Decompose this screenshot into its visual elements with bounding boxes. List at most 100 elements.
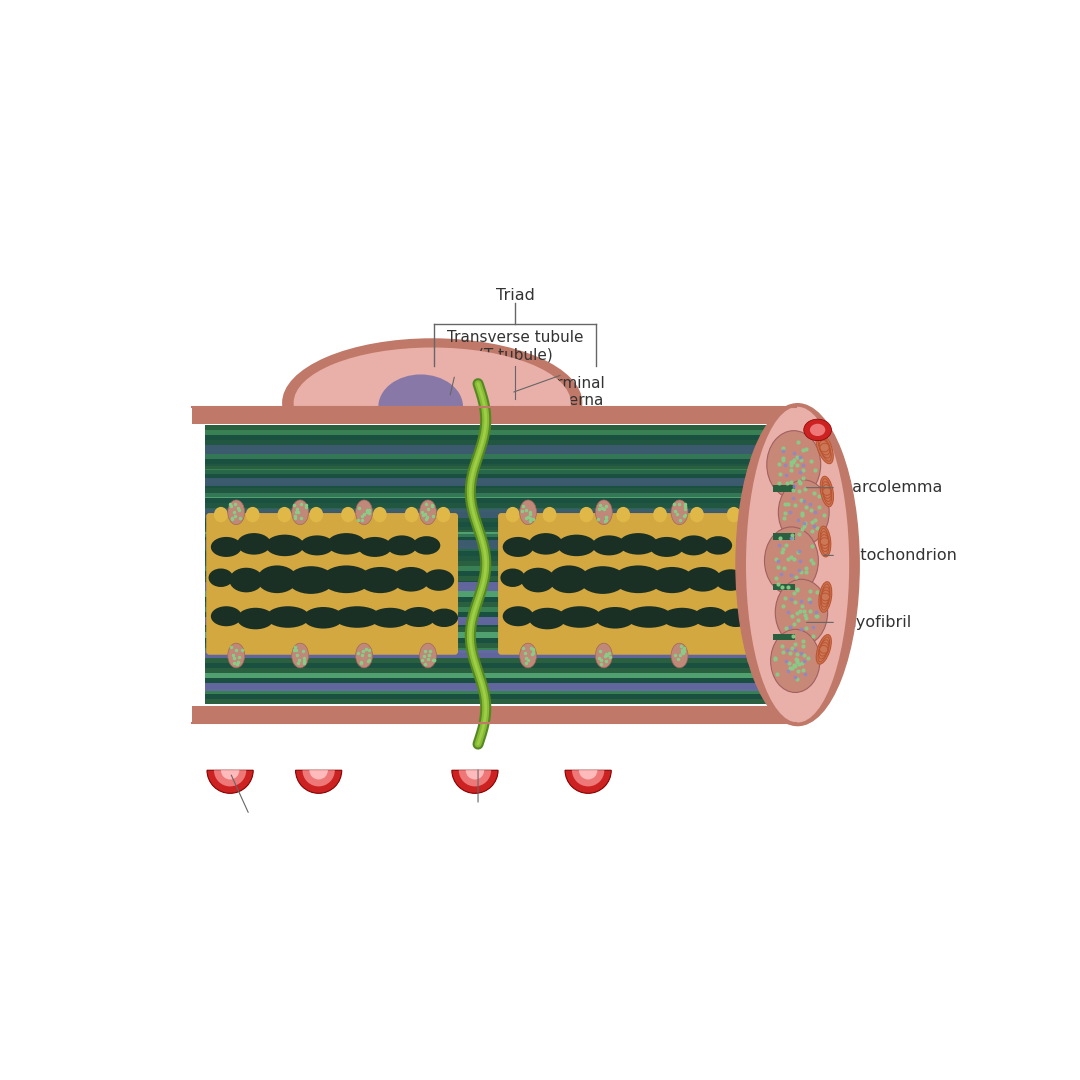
Bar — [205, 621, 789, 627]
Ellipse shape — [617, 507, 630, 523]
Ellipse shape — [816, 635, 832, 664]
Wedge shape — [214, 770, 246, 786]
Ellipse shape — [387, 536, 417, 555]
Ellipse shape — [557, 535, 596, 556]
Wedge shape — [451, 770, 498, 794]
Bar — [205, 454, 789, 459]
Bar — [773, 485, 795, 491]
Wedge shape — [579, 770, 597, 780]
Ellipse shape — [355, 644, 373, 667]
Bar — [205, 509, 789, 517]
Ellipse shape — [246, 507, 259, 523]
Bar — [205, 637, 789, 643]
Bar — [205, 497, 789, 502]
Bar — [205, 545, 789, 551]
Bar — [205, 582, 789, 591]
Ellipse shape — [678, 536, 710, 555]
Ellipse shape — [662, 608, 702, 627]
Ellipse shape — [378, 375, 463, 440]
Ellipse shape — [211, 606, 242, 626]
Ellipse shape — [613, 566, 663, 593]
Ellipse shape — [519, 500, 537, 525]
Text: Sarcoplasmic
reticulum: Sarcoplasmic reticulum — [424, 811, 531, 843]
Bar — [205, 555, 789, 561]
Ellipse shape — [211, 537, 242, 557]
Ellipse shape — [505, 507, 519, 523]
Bar — [205, 473, 789, 478]
Bar — [205, 698, 789, 704]
Ellipse shape — [502, 606, 534, 626]
Ellipse shape — [430, 608, 458, 627]
Ellipse shape — [392, 567, 430, 592]
Bar — [205, 430, 789, 435]
Ellipse shape — [529, 608, 566, 630]
Bar — [205, 434, 789, 440]
Ellipse shape — [549, 566, 589, 593]
Bar — [205, 683, 789, 689]
Bar — [205, 426, 789, 561]
Wedge shape — [565, 770, 611, 794]
Wedge shape — [572, 770, 605, 786]
Ellipse shape — [595, 607, 635, 629]
Ellipse shape — [237, 534, 271, 555]
Bar — [205, 483, 789, 488]
Bar — [205, 463, 789, 469]
Bar — [205, 632, 789, 637]
Ellipse shape — [405, 507, 419, 523]
Bar — [191, 423, 796, 705]
Bar — [205, 611, 789, 617]
Ellipse shape — [771, 630, 820, 692]
Bar — [205, 677, 789, 684]
Bar — [203, 723, 784, 733]
Bar — [205, 596, 789, 602]
Text: Mitochondrion: Mitochondrion — [842, 548, 957, 563]
Wedge shape — [302, 770, 335, 786]
Ellipse shape — [419, 500, 436, 525]
Bar — [205, 642, 789, 648]
Bar — [205, 536, 789, 541]
Ellipse shape — [715, 569, 746, 591]
Ellipse shape — [402, 607, 435, 627]
Ellipse shape — [764, 507, 778, 523]
Ellipse shape — [626, 606, 672, 627]
Bar — [205, 458, 789, 464]
Wedge shape — [309, 770, 328, 780]
Bar — [205, 688, 789, 693]
Ellipse shape — [542, 507, 556, 523]
Ellipse shape — [775, 579, 827, 646]
Bar — [205, 585, 789, 592]
Ellipse shape — [522, 568, 555, 592]
Ellipse shape — [580, 566, 626, 594]
Ellipse shape — [653, 507, 667, 523]
Ellipse shape — [671, 644, 688, 667]
Bar — [191, 407, 796, 423]
Ellipse shape — [690, 507, 704, 523]
Wedge shape — [465, 770, 484, 780]
Ellipse shape — [558, 606, 602, 627]
Bar — [205, 647, 789, 653]
Ellipse shape — [650, 567, 693, 593]
Bar — [205, 468, 789, 474]
Bar — [205, 424, 789, 430]
Bar — [205, 448, 789, 455]
Bar — [205, 470, 789, 497]
Bar — [205, 440, 789, 445]
Bar — [205, 531, 789, 537]
Ellipse shape — [820, 476, 834, 507]
Bar — [205, 576, 789, 581]
Bar — [205, 667, 789, 673]
Ellipse shape — [500, 568, 525, 588]
Bar — [205, 522, 789, 527]
Bar — [205, 540, 789, 549]
Ellipse shape — [359, 567, 402, 593]
Ellipse shape — [327, 534, 366, 555]
Bar — [205, 492, 789, 498]
Ellipse shape — [373, 507, 387, 523]
Ellipse shape — [228, 644, 245, 667]
Ellipse shape — [746, 407, 849, 723]
Ellipse shape — [357, 537, 392, 557]
Bar — [773, 634, 795, 639]
Bar — [205, 650, 789, 658]
Bar — [205, 502, 789, 529]
Ellipse shape — [288, 566, 334, 594]
